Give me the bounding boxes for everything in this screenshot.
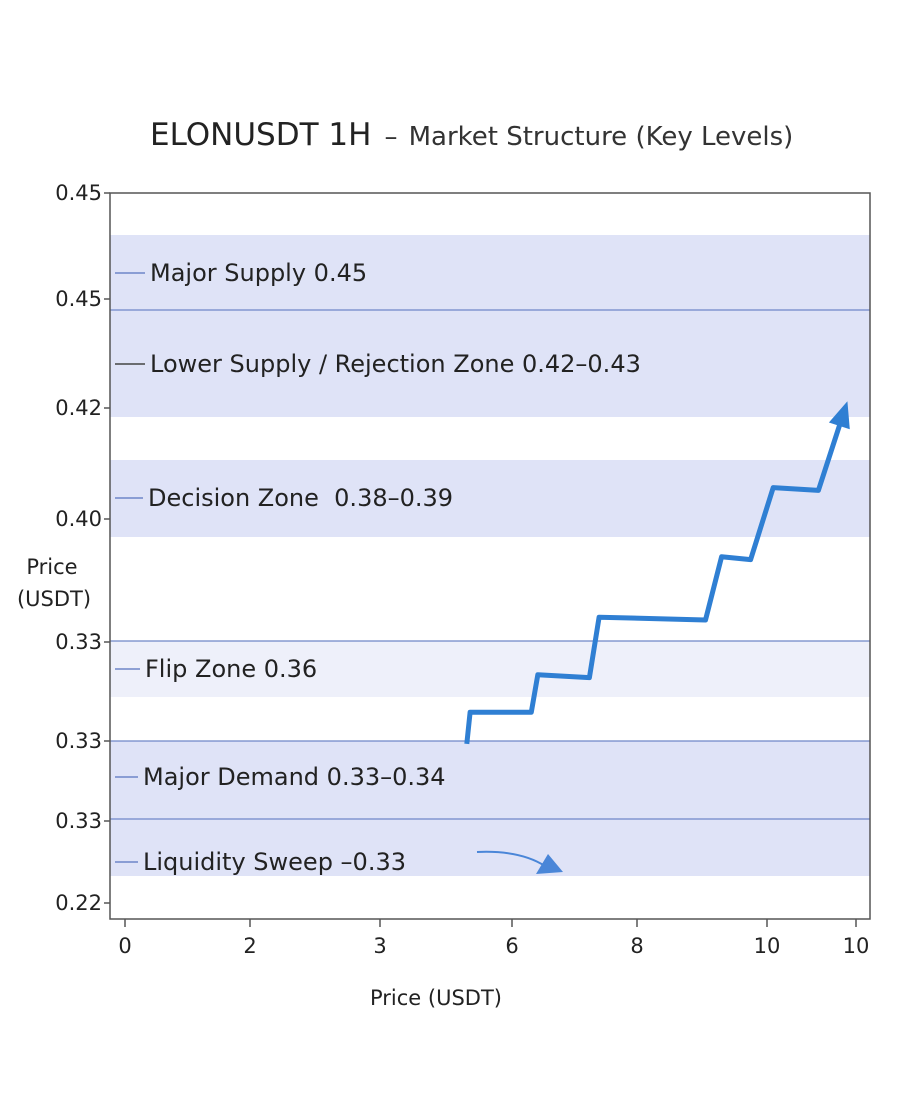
chart-title-main: ELONUSDT 1H — [150, 117, 371, 153]
y-axis-title-line2: (USDT) — [17, 587, 91, 611]
y-tick-label: 0.45 — [55, 287, 102, 311]
series-layer — [464, 401, 850, 745]
x-tick-label: 3 — [373, 934, 386, 958]
plot-frame — [109, 192, 871, 920]
x-tick-label: 0 — [118, 934, 131, 958]
zone-label-lower-supply: Lower Supply / Rejection Zone 0.42–0.43 — [150, 350, 641, 378]
y-tick-label: 0.33 — [55, 729, 102, 753]
chart-title: ELONUSDT 1H – Market Structure (Key Leve… — [150, 117, 793, 153]
x-tick-label: 6 — [505, 934, 518, 958]
sweep-arrow-curve — [476, 850, 546, 867]
x-axis-title: Price (USDT) — [370, 986, 502, 1010]
y-tick-label: 0.33 — [55, 630, 102, 654]
y-tick-label: 0.40 — [55, 507, 102, 531]
zone-label-major-supply: Major Supply 0.45 — [150, 259, 367, 287]
chart-title-separator: – — [385, 122, 398, 152]
zone-band-flip — [110, 641, 870, 697]
sweep-arrow-head — [536, 854, 563, 874]
x-tick-label: 10 — [843, 934, 870, 958]
x-axis: 0 2 3 6 8 10 10 — [118, 919, 869, 958]
chart-subtitle: Market Structure (Key Levels) — [409, 122, 794, 152]
x-tick-label: 2 — [243, 934, 256, 958]
zone-label-demand: Major Demand 0.33–0.34 — [143, 763, 446, 791]
x-tick-label: 10 — [754, 934, 781, 958]
zone-band-decision — [110, 460, 870, 537]
price-path-line — [464, 417, 845, 745]
zone-band-demand — [110, 741, 870, 876]
zone-band-supply — [110, 235, 870, 417]
y-tick-label: 0.33 — [55, 809, 102, 833]
y-tick-label: 0.45 — [55, 181, 102, 205]
y-tick-label: 0.22 — [55, 891, 102, 915]
y-axis: 0.45 0.45 0.42 0.40 0.33 0.33 0.33 0.22 — [55, 181, 110, 915]
zone-label-decision: Decision Zone 0.38–0.39 — [148, 484, 453, 512]
y-axis-title-line1: Price — [26, 555, 77, 579]
x-tick-label: 8 — [630, 934, 643, 958]
price-path-arrowhead — [828, 401, 850, 430]
y-tick-label: 0.42 — [55, 396, 102, 420]
zone-label-flip: Flip Zone 0.36 — [145, 655, 317, 683]
zone-label-sweep: Liquidity Sweep –0.33 — [143, 848, 406, 876]
